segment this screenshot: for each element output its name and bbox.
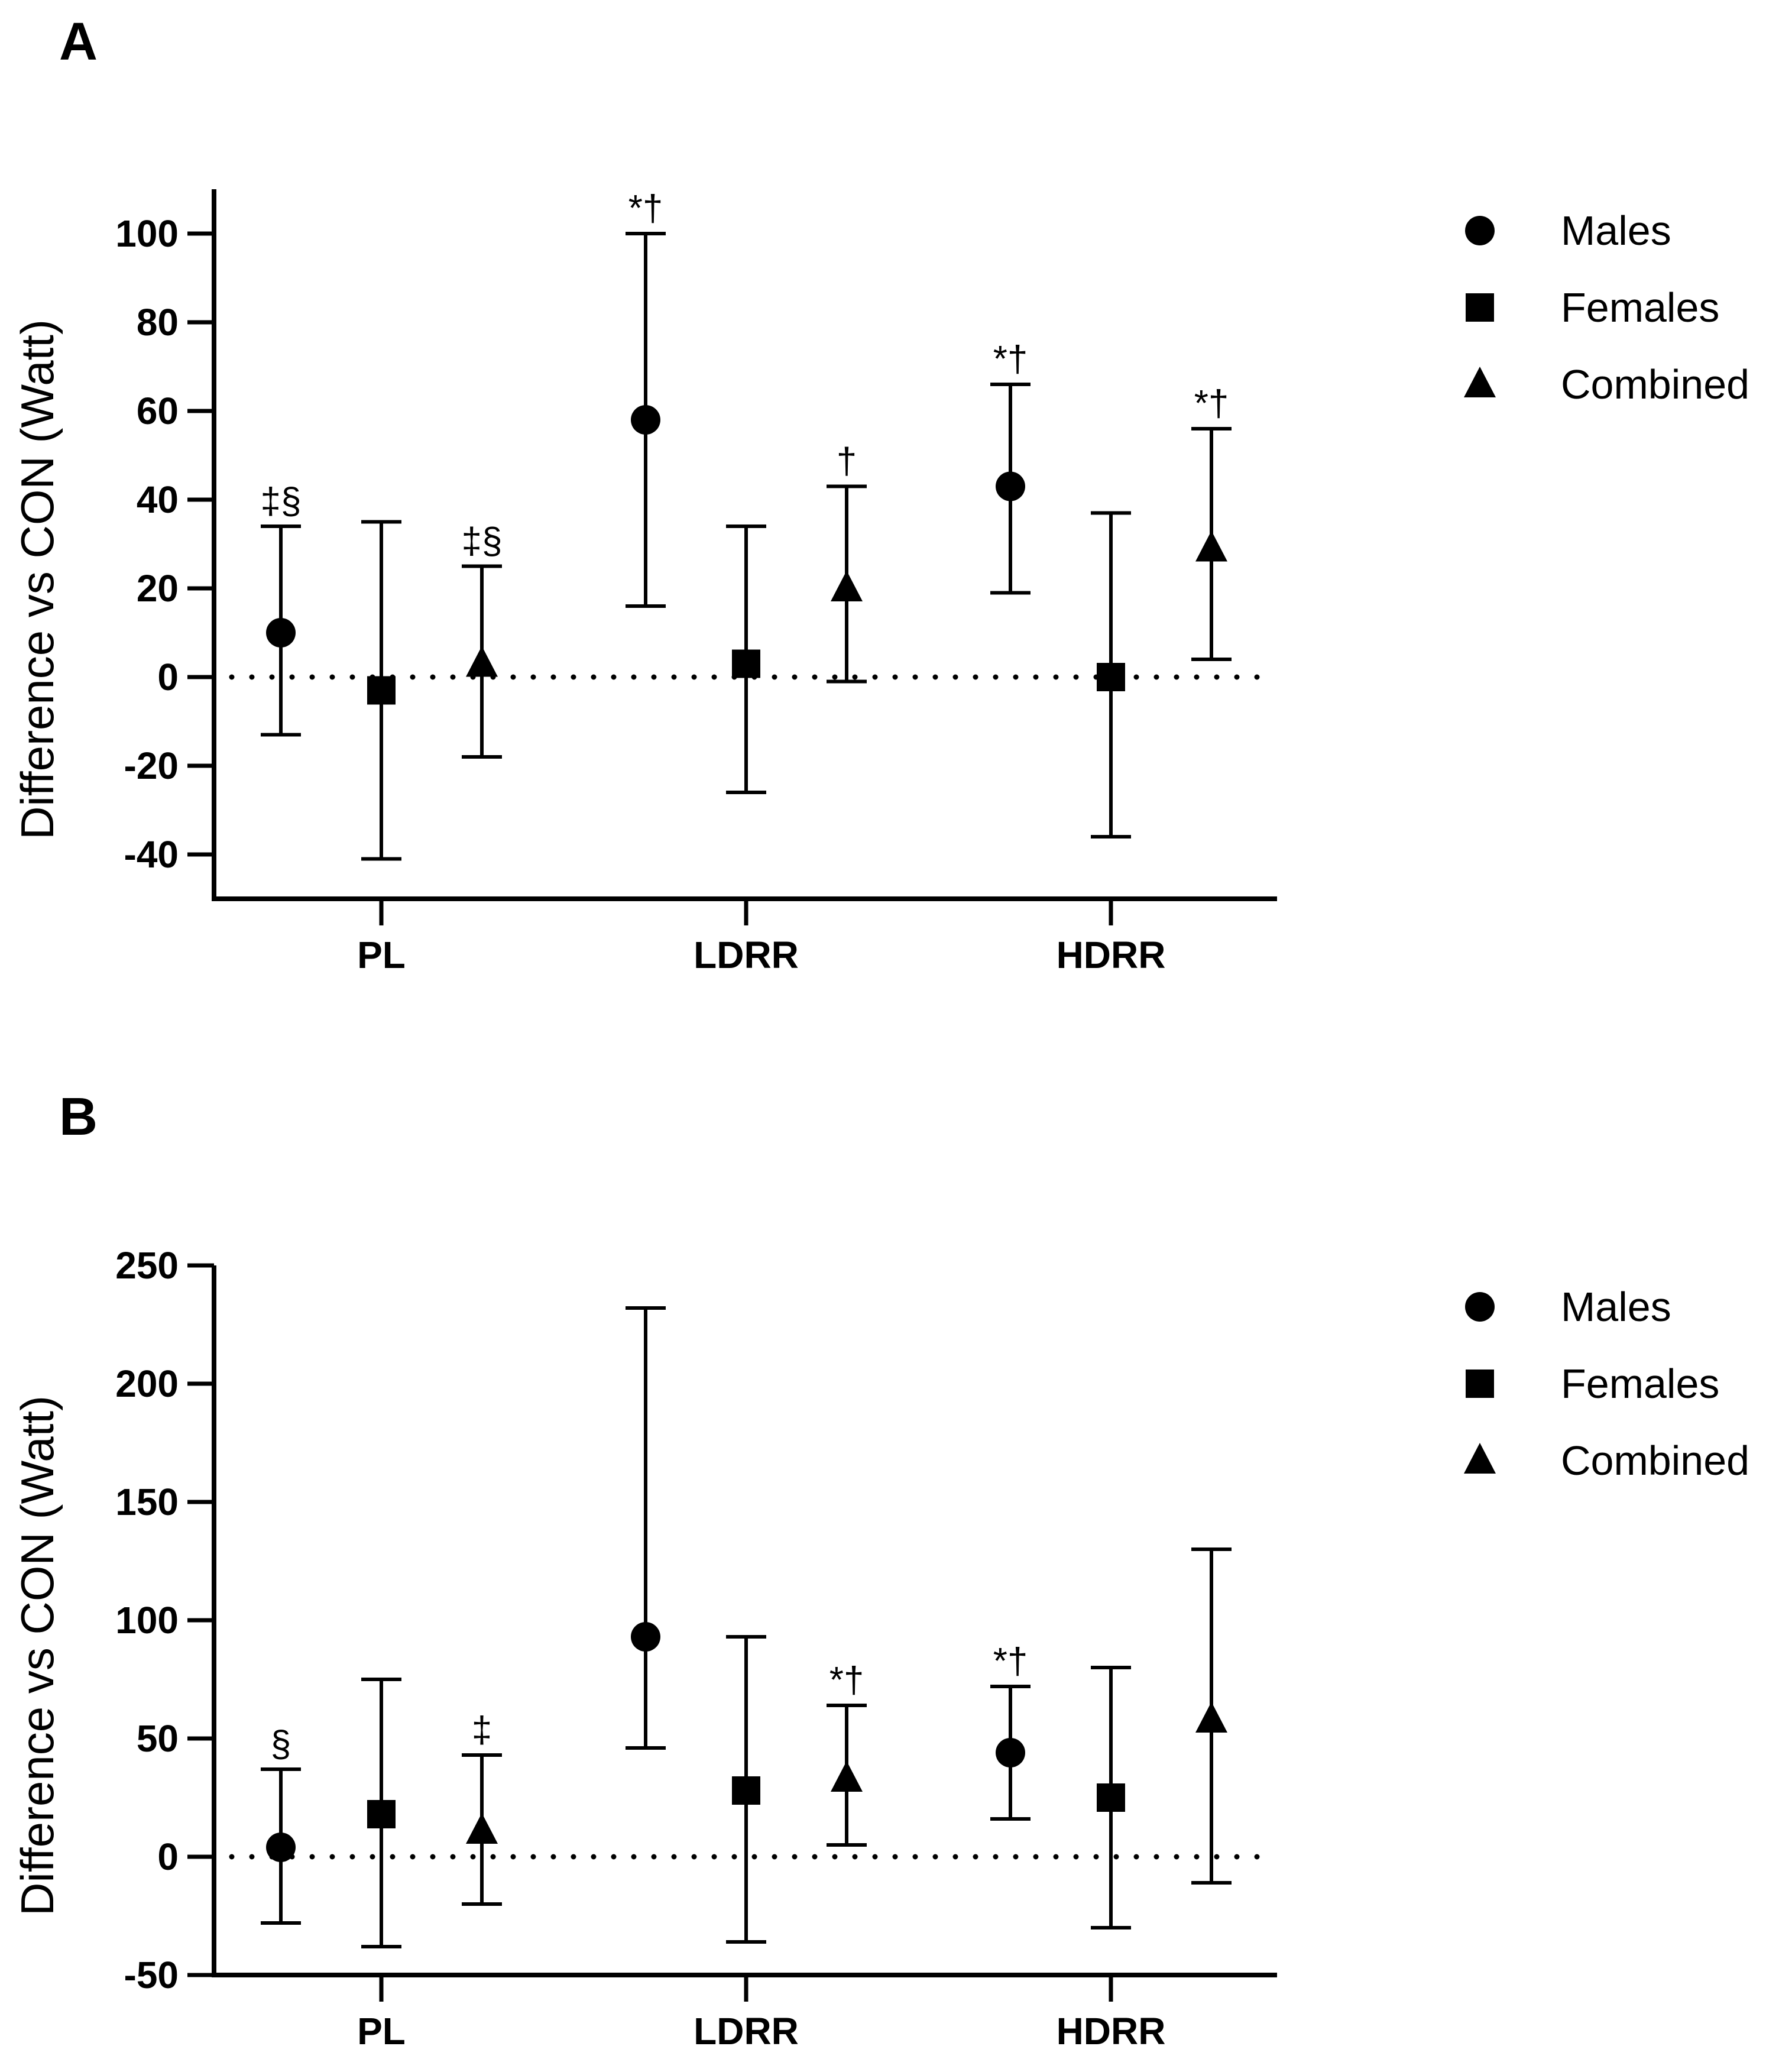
point-females — [732, 1776, 760, 1805]
x-tick-label: LDRR — [694, 934, 799, 976]
y-tick-label: 20 — [137, 567, 179, 610]
legend-marker-combined — [1464, 367, 1496, 397]
x-tick-label: PL — [357, 934, 406, 976]
point-females — [732, 649, 760, 678]
legend-marker-females — [1466, 1370, 1494, 1398]
point-combined — [831, 571, 863, 601]
y-tick-label: 100 — [115, 1599, 179, 1642]
point-females — [1097, 663, 1125, 691]
y-tick-label: 80 — [137, 301, 179, 344]
y-tick-label: 0 — [157, 1835, 179, 1878]
legend-label-females: Females — [1561, 284, 1719, 331]
point-combined — [1195, 1702, 1227, 1733]
legend-label-males: Males — [1561, 1284, 1671, 1330]
y-tick-label: -40 — [124, 833, 179, 876]
legend-label-combined: Combined — [1561, 1438, 1749, 1484]
y-tick-label: 250 — [115, 1244, 179, 1287]
y-tick-label: 100 — [115, 212, 179, 255]
y-tick-label: 150 — [115, 1481, 179, 1523]
panel-label-a: A — [59, 12, 98, 72]
legend-marker-combined — [1464, 1443, 1496, 1474]
significance-mark: *† — [993, 339, 1028, 380]
significance-mark: ‡ — [472, 1710, 492, 1750]
legend-marker-males — [1465, 216, 1495, 245]
y-tick-label: 50 — [137, 1717, 179, 1760]
chart-panel-a: -40 -20 0 20 40 60 80 100 PL LDRR HDRR Difference v… — [11, 188, 1749, 976]
point-females — [367, 1800, 396, 1828]
point-females — [1097, 1783, 1125, 1812]
point-males — [996, 471, 1025, 501]
significance-mark: *† — [1194, 383, 1229, 424]
significance-mark: ‡§ — [462, 521, 503, 562]
point-combined — [466, 646, 498, 677]
significance-mark: *† — [628, 188, 663, 229]
significance-mark: ‡§ — [261, 481, 302, 522]
point-combined — [1195, 530, 1227, 562]
point-males — [266, 1833, 296, 1862]
y-axis-label: Difference vs CON (Watt) — [11, 319, 63, 840]
point-females — [367, 676, 396, 705]
y-tick-label: 0 — [157, 656, 179, 698]
point-combined — [466, 1813, 498, 1844]
significance-mark: † — [837, 441, 857, 482]
legend-label-females: Females — [1561, 1361, 1719, 1407]
y-tick-label: -20 — [124, 744, 179, 787]
legend-marker-females — [1466, 293, 1494, 322]
x-tick-label: HDRR — [1057, 934, 1166, 976]
legend-marker-males — [1465, 1292, 1495, 1322]
significance-mark: *† — [993, 1641, 1028, 1682]
point-males — [266, 618, 296, 648]
y-axis-label: Difference vs CON (Watt) — [11, 1396, 63, 1916]
legend-label-combined: Combined — [1561, 361, 1749, 407]
y-tick-label: 200 — [115, 1362, 179, 1405]
y-tick-label: 60 — [137, 390, 179, 432]
x-tick-label: HDRR — [1057, 2010, 1166, 2052]
point-combined — [831, 1761, 863, 1792]
y-tick-label: 40 — [137, 478, 179, 521]
x-tick-label: LDRR — [694, 2010, 799, 2052]
panel-label-b: B — [59, 1087, 98, 1147]
significance-mark: *† — [829, 1660, 864, 1701]
point-males — [996, 1738, 1025, 1767]
y-tick-label: -50 — [124, 1954, 179, 1996]
legend-label-males: Males — [1561, 208, 1671, 254]
point-males — [631, 405, 660, 435]
chart-panel-b: -50 0 50 100 150 200 250 PL LDRR HDRR Difference v… — [11, 1244, 1749, 2052]
significance-mark: § — [271, 1724, 291, 1765]
x-tick-label: PL — [357, 2010, 406, 2052]
point-males — [631, 1622, 660, 1652]
